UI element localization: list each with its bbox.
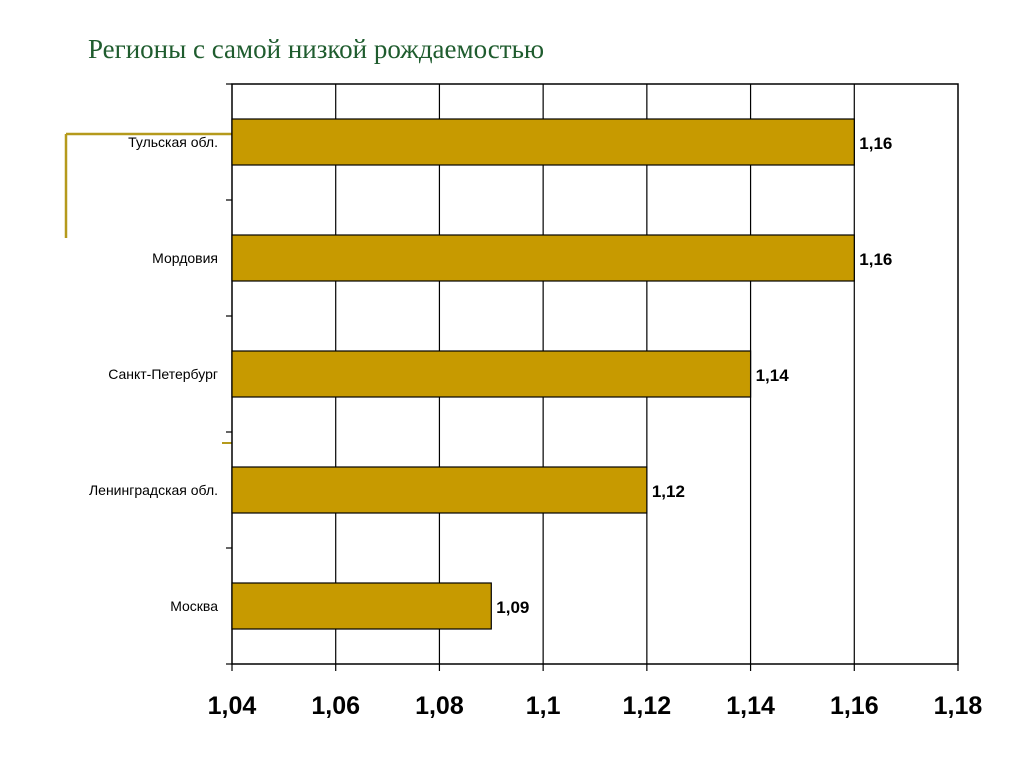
bar: [231, 234, 855, 282]
category-label: Ленинградская обл.: [89, 482, 218, 498]
x-tick-label: 1,16: [830, 692, 879, 720]
category-label: Тульская обл.: [128, 134, 218, 150]
data-label: 1,16: [859, 250, 892, 269]
slide-title: Регионы с самой низкой рождаемостью: [88, 34, 545, 64]
bar: [231, 350, 752, 398]
data-labels: 1,16 1,16 1,14 1,12 1,09: [496, 134, 892, 617]
x-tick-label: 1,14: [726, 692, 775, 720]
bars: [231, 118, 855, 630]
x-tick-label: 1,1: [526, 692, 561, 720]
x-axis-tick-labels: 1,04 1,06 1,08 1,1 1,12 1,14 1,16 1,18: [208, 692, 983, 720]
bar: [231, 466, 648, 514]
category-labels: Тульская обл. Мордовия Санкт-Петербург Лени…: [89, 134, 218, 614]
category-label: Москва: [170, 598, 218, 614]
data-label: 1,09: [496, 598, 529, 617]
x-tick-label: 1,12: [623, 692, 672, 720]
category-label: Санкт-Петербург: [108, 366, 218, 382]
bar: [231, 118, 855, 166]
x-tick-label: 1,08: [415, 692, 464, 720]
data-label: 1,12: [652, 482, 685, 501]
x-tick-label: 1,18: [934, 692, 983, 720]
data-label: 1,16: [859, 134, 892, 153]
x-tick-label: 1,04: [208, 692, 257, 720]
bar: [231, 582, 492, 630]
data-label: 1,14: [756, 366, 790, 385]
x-tick-label: 1,06: [311, 692, 360, 720]
category-label: Мордовия: [152, 250, 218, 266]
